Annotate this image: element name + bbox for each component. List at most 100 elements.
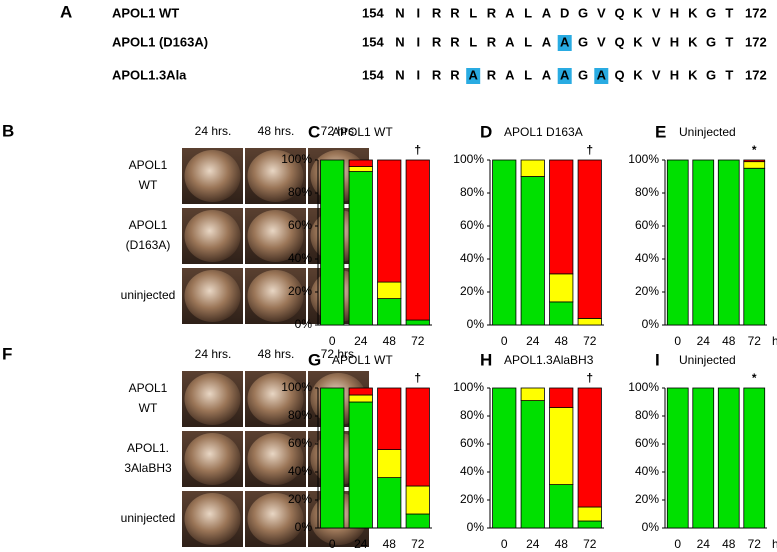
residue-highlight	[466, 68, 481, 84]
residue: A	[560, 34, 570, 49]
x-tick-label: 24	[526, 537, 540, 551]
x-tick-label: 48	[722, 334, 736, 348]
row-label: WT	[139, 178, 158, 192]
column-label: 48 hrs.	[258, 124, 295, 138]
x-tick-label: 0	[674, 334, 681, 348]
x-tick-label: 24	[526, 334, 540, 348]
column-label: 48 hrs.	[258, 347, 295, 361]
annotation: †	[414, 371, 421, 385]
embryo	[247, 493, 304, 545]
bar-segment	[348, 394, 373, 403]
residue: A	[542, 67, 552, 82]
residue: R	[450, 34, 460, 49]
row-label: APOL1	[129, 158, 168, 172]
bar-segment	[405, 513, 430, 529]
annotation: †	[414, 143, 421, 157]
embryo	[184, 270, 241, 322]
residue: R	[487, 5, 497, 20]
row-label: APOL1.	[127, 441, 169, 455]
bar-segment	[377, 387, 402, 450]
residue: Q	[615, 34, 625, 49]
panel-letter: G	[308, 350, 321, 369]
residue: V	[597, 5, 606, 20]
y-tick-label: 40%	[288, 464, 312, 478]
bar-segment	[717, 387, 740, 529]
annotation: *	[752, 371, 757, 385]
row-label: uninjected	[121, 511, 176, 525]
bar-segment	[348, 387, 373, 396]
residue: G	[706, 67, 716, 82]
y-tick-label: 20%	[460, 492, 484, 506]
x-tick-label: 72	[411, 537, 425, 551]
bar-segment	[577, 506, 602, 522]
y-tick-label: 20%	[288, 284, 312, 298]
y-tick-label: 100%	[628, 380, 659, 394]
annotation: †	[586, 371, 593, 385]
x-axis-label: h	[772, 334, 777, 348]
x-tick-label: 48	[722, 537, 736, 551]
y-tick-label: 20%	[288, 492, 312, 506]
chart-title: Uninjected	[679, 125, 736, 139]
bar-segment	[520, 176, 545, 326]
embryo	[247, 150, 304, 202]
y-tick-label: 40%	[635, 251, 659, 265]
y-tick-label: 40%	[635, 464, 659, 478]
column-label: 72 hrs.	[321, 347, 358, 361]
residue: V	[652, 34, 661, 49]
residue: L	[469, 5, 477, 20]
bar-segment	[666, 159, 689, 326]
x-tick-label: 0	[501, 334, 508, 348]
sequence-label: APOL1 (D163A)	[112, 34, 208, 49]
row-label: uninjected	[121, 288, 176, 302]
residue: K	[688, 5, 698, 20]
y-tick-label: 20%	[460, 284, 484, 298]
chart-title: APOL1 WT	[332, 125, 393, 139]
residue: G	[578, 34, 588, 49]
chart-title: Uninjected	[679, 353, 736, 367]
embryo	[247, 373, 304, 425]
y-tick-label: 20%	[635, 284, 659, 298]
y-tick-label: 0%	[642, 317, 660, 331]
annotation: †	[586, 143, 593, 157]
bar-segment	[577, 387, 602, 508]
column-label: 24 hrs.	[195, 347, 232, 361]
residue: A	[560, 67, 570, 82]
panel-letter: A	[60, 2, 72, 21]
residue: A	[505, 34, 515, 49]
bar-segment	[577, 520, 602, 529]
bar-segment	[492, 159, 517, 326]
y-tick-label: 0%	[295, 317, 313, 331]
y-tick-label: 80%	[635, 408, 659, 422]
y-tick-label: 80%	[635, 185, 659, 199]
y-tick-label: 60%	[460, 436, 484, 450]
bar-segment	[692, 387, 715, 529]
residue: A	[542, 34, 552, 49]
residue: D	[560, 5, 569, 20]
sequence-end: 172	[745, 5, 767, 20]
embryo	[184, 210, 241, 262]
y-tick-label: 60%	[288, 436, 312, 450]
sequence-start: 154	[362, 34, 384, 49]
panel-letter: C	[308, 122, 320, 141]
bar-segment	[320, 159, 345, 326]
residue: Q	[615, 67, 625, 82]
residue: A	[542, 5, 552, 20]
residue: Q	[615, 5, 625, 20]
bar-segment	[549, 273, 574, 303]
residue: I	[416, 34, 420, 49]
sequence-label: APOL1 WT	[112, 5, 179, 20]
row-label: WT	[139, 401, 158, 415]
residue: K	[633, 34, 643, 49]
bar-segment	[743, 161, 766, 169]
row-label: (D163A)	[126, 238, 171, 252]
sequence-end: 172	[745, 67, 767, 82]
y-tick-label: 80%	[288, 185, 312, 199]
x-tick-label: 0	[674, 537, 681, 551]
bar-segment	[377, 159, 402, 283]
y-tick-label: 80%	[460, 408, 484, 422]
sequence-label: APOL1.3Ala	[112, 67, 187, 82]
residue: R	[487, 67, 497, 82]
residue: V	[597, 34, 606, 49]
residue-highlight	[594, 68, 609, 84]
panel-letter: D	[480, 122, 492, 141]
